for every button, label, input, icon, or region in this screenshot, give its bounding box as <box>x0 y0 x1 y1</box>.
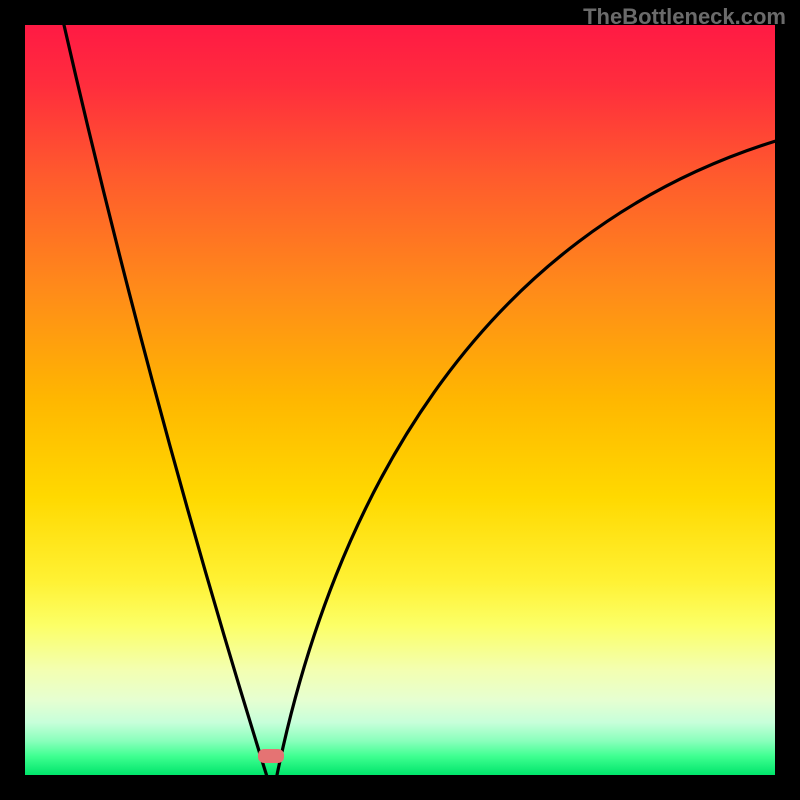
plot-area <box>25 25 775 775</box>
watermark-text: TheBottleneck.com <box>583 4 786 30</box>
optimal-point-marker <box>258 749 284 763</box>
chart-frame: TheBottleneck.com <box>0 0 800 800</box>
gradient-background <box>25 25 775 775</box>
